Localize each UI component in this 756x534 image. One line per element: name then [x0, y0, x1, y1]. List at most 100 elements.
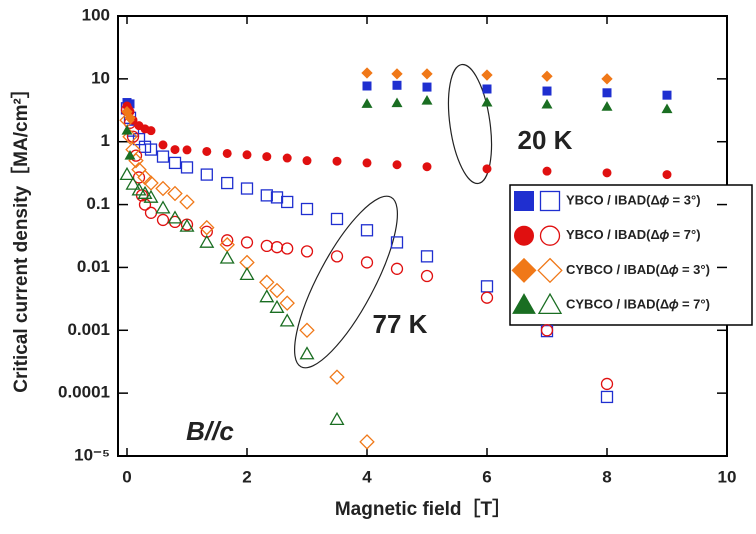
- marker: [542, 166, 552, 176]
- marker: [138, 198, 152, 211]
- marker: [167, 185, 183, 202]
- marker: [392, 80, 402, 90]
- marker: [180, 161, 194, 174]
- ellipse-20k: [447, 63, 493, 185]
- legend: [509, 184, 753, 326]
- marker: [332, 156, 342, 166]
- marker: [202, 146, 212, 156]
- annotation: 77 K: [373, 309, 428, 339]
- legend-label: YBCO / IBAD(Δ𝜙 = 7°): [566, 227, 701, 242]
- x-tick-label: 6: [482, 467, 491, 486]
- annotation: B//c: [186, 416, 234, 446]
- legend-marker: [514, 225, 534, 246]
- marker: [480, 291, 494, 304]
- marker: [143, 189, 159, 203]
- marker: [329, 411, 345, 425]
- y-tick-label: 0.0001: [58, 383, 110, 402]
- marker: [221, 234, 234, 247]
- marker: [146, 126, 156, 136]
- marker: [125, 176, 141, 190]
- marker: [121, 124, 133, 135]
- marker: [359, 434, 375, 450]
- marker: [422, 162, 432, 172]
- legend-marker: [537, 292, 563, 315]
- marker: [329, 369, 345, 385]
- x-tick-label: 0: [122, 467, 131, 486]
- marker: [279, 295, 295, 311]
- marker: [240, 236, 254, 249]
- marker: [199, 219, 215, 236]
- marker: [168, 156, 182, 170]
- marker: [158, 140, 168, 150]
- marker: [137, 185, 153, 199]
- marker: [361, 98, 373, 108]
- marker: [302, 156, 312, 166]
- y-axis-label: Critical current density［MA/cm²］: [9, 79, 32, 393]
- legend-marker: [514, 191, 534, 211]
- marker: [270, 191, 284, 204]
- x-tick-label: 4: [362, 467, 372, 486]
- marker: [391, 68, 403, 80]
- marker: [219, 250, 235, 264]
- marker: [156, 150, 170, 163]
- marker: [221, 176, 234, 190]
- marker: [260, 189, 273, 202]
- annotation: 20 K: [518, 125, 573, 155]
- legend-label: YBCO / IBAD(Δ𝜙 = 3°): [566, 192, 701, 207]
- x-tick-label: 10: [718, 467, 737, 486]
- legend-marker: [511, 257, 537, 283]
- marker: [392, 160, 402, 170]
- marker: [661, 103, 673, 114]
- marker: [390, 236, 404, 249]
- marker: [602, 168, 612, 178]
- marker: [282, 153, 292, 163]
- marker: [601, 101, 613, 111]
- marker: [269, 299, 285, 313]
- marker: [362, 81, 372, 91]
- marker: [330, 250, 344, 263]
- marker: [199, 234, 215, 248]
- marker: [222, 148, 232, 158]
- marker: [540, 324, 554, 337]
- x-tick-label: 2: [242, 467, 251, 486]
- marker: [330, 212, 344, 226]
- y-tick-label: 10⁻⁵: [74, 445, 110, 464]
- x-tick-label: 8: [602, 467, 611, 486]
- marker: [179, 194, 195, 210]
- marker: [259, 274, 275, 291]
- marker: [602, 88, 612, 98]
- marker: [239, 266, 255, 280]
- marker: [262, 152, 272, 162]
- marker: [600, 390, 614, 404]
- marker: [662, 90, 672, 100]
- legend-marker: [512, 293, 536, 314]
- marker: [124, 112, 136, 124]
- marker: [420, 250, 434, 263]
- y-tick-label: 0.1: [86, 194, 110, 213]
- marker: [269, 282, 285, 299]
- y-tick-label: 1: [101, 131, 110, 150]
- marker: [281, 195, 294, 209]
- legend-marker: [539, 225, 561, 246]
- legend-marker: [539, 190, 561, 212]
- marker: [179, 218, 195, 232]
- marker: [144, 143, 158, 156]
- marker: [124, 150, 136, 160]
- marker: [481, 69, 493, 81]
- marker: [391, 97, 403, 108]
- marker: [242, 150, 252, 160]
- y-tick-label: 100: [82, 5, 110, 24]
- marker: [200, 168, 213, 181]
- marker: [421, 95, 433, 105]
- marker: [541, 98, 553, 109]
- marker: [541, 70, 553, 82]
- marker: [299, 322, 315, 339]
- marker: [281, 242, 294, 255]
- marker: [119, 166, 135, 181]
- marker: [542, 86, 552, 96]
- marker: [300, 245, 314, 258]
- x-axis-label: Magnetic field［T］: [335, 497, 511, 520]
- marker: [662, 170, 672, 180]
- marker: [482, 164, 492, 174]
